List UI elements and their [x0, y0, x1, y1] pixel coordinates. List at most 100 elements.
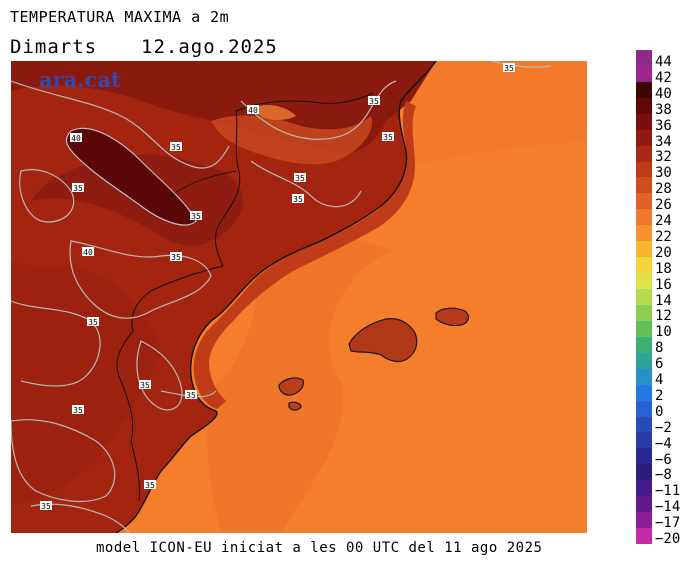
contour-label-bg — [382, 132, 394, 141]
contour-label: 35 — [295, 174, 305, 183]
contour-label-bg — [72, 183, 84, 192]
legend-color-swatch — [636, 193, 652, 210]
contour-label-bg — [368, 96, 380, 105]
contour-label: 35 — [504, 64, 514, 73]
map-svg: ara.cat 35354040353535353535403535353535… — [11, 61, 587, 533]
legend-color-swatch — [636, 113, 652, 131]
legend-label: −2 — [655, 419, 672, 436]
color-scale-bar — [636, 50, 652, 545]
pyrenees-band — [211, 115, 372, 165]
forecast-date: 12.ago.2025 — [141, 36, 278, 58]
contour-label: 35 — [369, 97, 379, 106]
map-title: TEMPERATURA MAXIMA a 2m — [10, 8, 230, 26]
legend-color-swatch — [636, 416, 652, 433]
legend-color-swatch — [636, 496, 652, 513]
contour-label-bg — [82, 247, 94, 256]
contour-label-bg — [190, 211, 202, 220]
contour-label: 35 — [145, 481, 155, 490]
contour-line — [11, 419, 116, 502]
legend-color-swatch — [636, 209, 652, 226]
legend-color-swatch — [636, 273, 652, 290]
legend-color-swatch — [636, 512, 652, 529]
contour-label: 40 — [248, 106, 258, 115]
coastal-strip — [193, 101, 416, 409]
legend-color-swatch — [636, 352, 652, 370]
legend-color-swatch — [636, 289, 652, 306]
legend-color-swatch — [636, 320, 652, 338]
contour-label-bg — [40, 501, 52, 510]
mallorca-island — [348, 318, 418, 363]
contour-label-bg — [185, 390, 197, 399]
legend-color-swatch — [636, 225, 652, 242]
legend-label: 10 — [655, 324, 672, 341]
contour-label: 35 — [41, 502, 51, 511]
legend-color-swatch — [636, 81, 652, 99]
contour-line-40 — [65, 127, 197, 226]
legend-label: −4 — [655, 435, 672, 452]
contour-line — [11, 300, 101, 387]
legend-label: 20 — [655, 244, 672, 261]
legend-color-swatch — [636, 336, 652, 354]
contour-label-bg — [294, 173, 306, 182]
contour-label: 35 — [171, 253, 181, 262]
contour-label: 35 — [88, 318, 98, 327]
legend-label: 38 — [655, 101, 672, 118]
ibiza-island — [278, 377, 304, 396]
legend-color-swatch — [636, 400, 652, 417]
legend-label: −8 — [655, 467, 672, 484]
legend-label: −11 — [655, 483, 681, 500]
legend-color-swatch — [636, 177, 652, 194]
contour-label: 40 — [71, 134, 81, 143]
legend-color-swatch — [636, 145, 652, 163]
contour-label-bg — [144, 480, 156, 489]
legend-label: 30 — [655, 165, 672, 182]
formentera-island — [288, 401, 302, 411]
contour-label-bg — [503, 63, 515, 72]
legend-color-swatch — [636, 65, 652, 83]
legend-color-swatch — [636, 480, 652, 497]
menorca-island — [435, 307, 470, 327]
legend-label: 4 — [655, 372, 664, 388]
contour-line — [250, 160, 362, 208]
legend-label: 34 — [655, 133, 672, 150]
contour-label-bg — [170, 142, 182, 151]
sea-north-area — [371, 61, 587, 181]
legend-color-swatch — [636, 257, 652, 274]
legend-color-swatch — [636, 368, 652, 386]
contour-label: 35 — [186, 391, 196, 400]
legend-label: 2 — [655, 387, 664, 404]
contour-label-bg — [87, 317, 99, 326]
border-pyrenees — [235, 92, 374, 112]
contour-line — [136, 340, 183, 411]
contour-label-bg — [72, 405, 84, 414]
legend-label: −17 — [655, 515, 681, 532]
legend-label: 28 — [655, 181, 672, 198]
legend-label: −6 — [655, 451, 672, 468]
legend-color-swatch — [636, 464, 652, 481]
legend-label: −20 — [655, 531, 681, 547]
contour-label: 35 — [383, 133, 393, 142]
legend-label: 44 — [655, 54, 672, 70]
legend-label: 42 — [655, 69, 672, 86]
legend-label: 8 — [655, 340, 664, 357]
legend-color-swatch — [636, 241, 652, 258]
contour-labels: 35 35 40 40 35 35 35 35 35 35 40 35 35 35 35 35 35 35 — [40, 63, 515, 511]
legend-color-swatch — [636, 448, 652, 465]
legend-color-swatch — [636, 432, 652, 449]
forecast-day: Dimarts — [10, 36, 98, 58]
contour-label: 40 — [83, 248, 93, 257]
contour-label: 35 — [73, 406, 83, 415]
hot-zone-north — [11, 61, 436, 152]
contour-label-bg — [292, 194, 304, 203]
legend-color-swatch — [636, 129, 652, 147]
legend-color-swatch — [636, 161, 652, 178]
legend-color-swatch — [636, 384, 652, 402]
contour-label-bg — [139, 380, 151, 389]
legend-label: 0 — [655, 403, 664, 420]
contour-line — [11, 80, 230, 169]
contour-label: 35 — [73, 184, 83, 193]
contour-line — [490, 61, 552, 68]
legend-label: 40 — [655, 85, 672, 102]
contour-label-bg — [247, 105, 259, 114]
contour-line — [19, 169, 75, 223]
